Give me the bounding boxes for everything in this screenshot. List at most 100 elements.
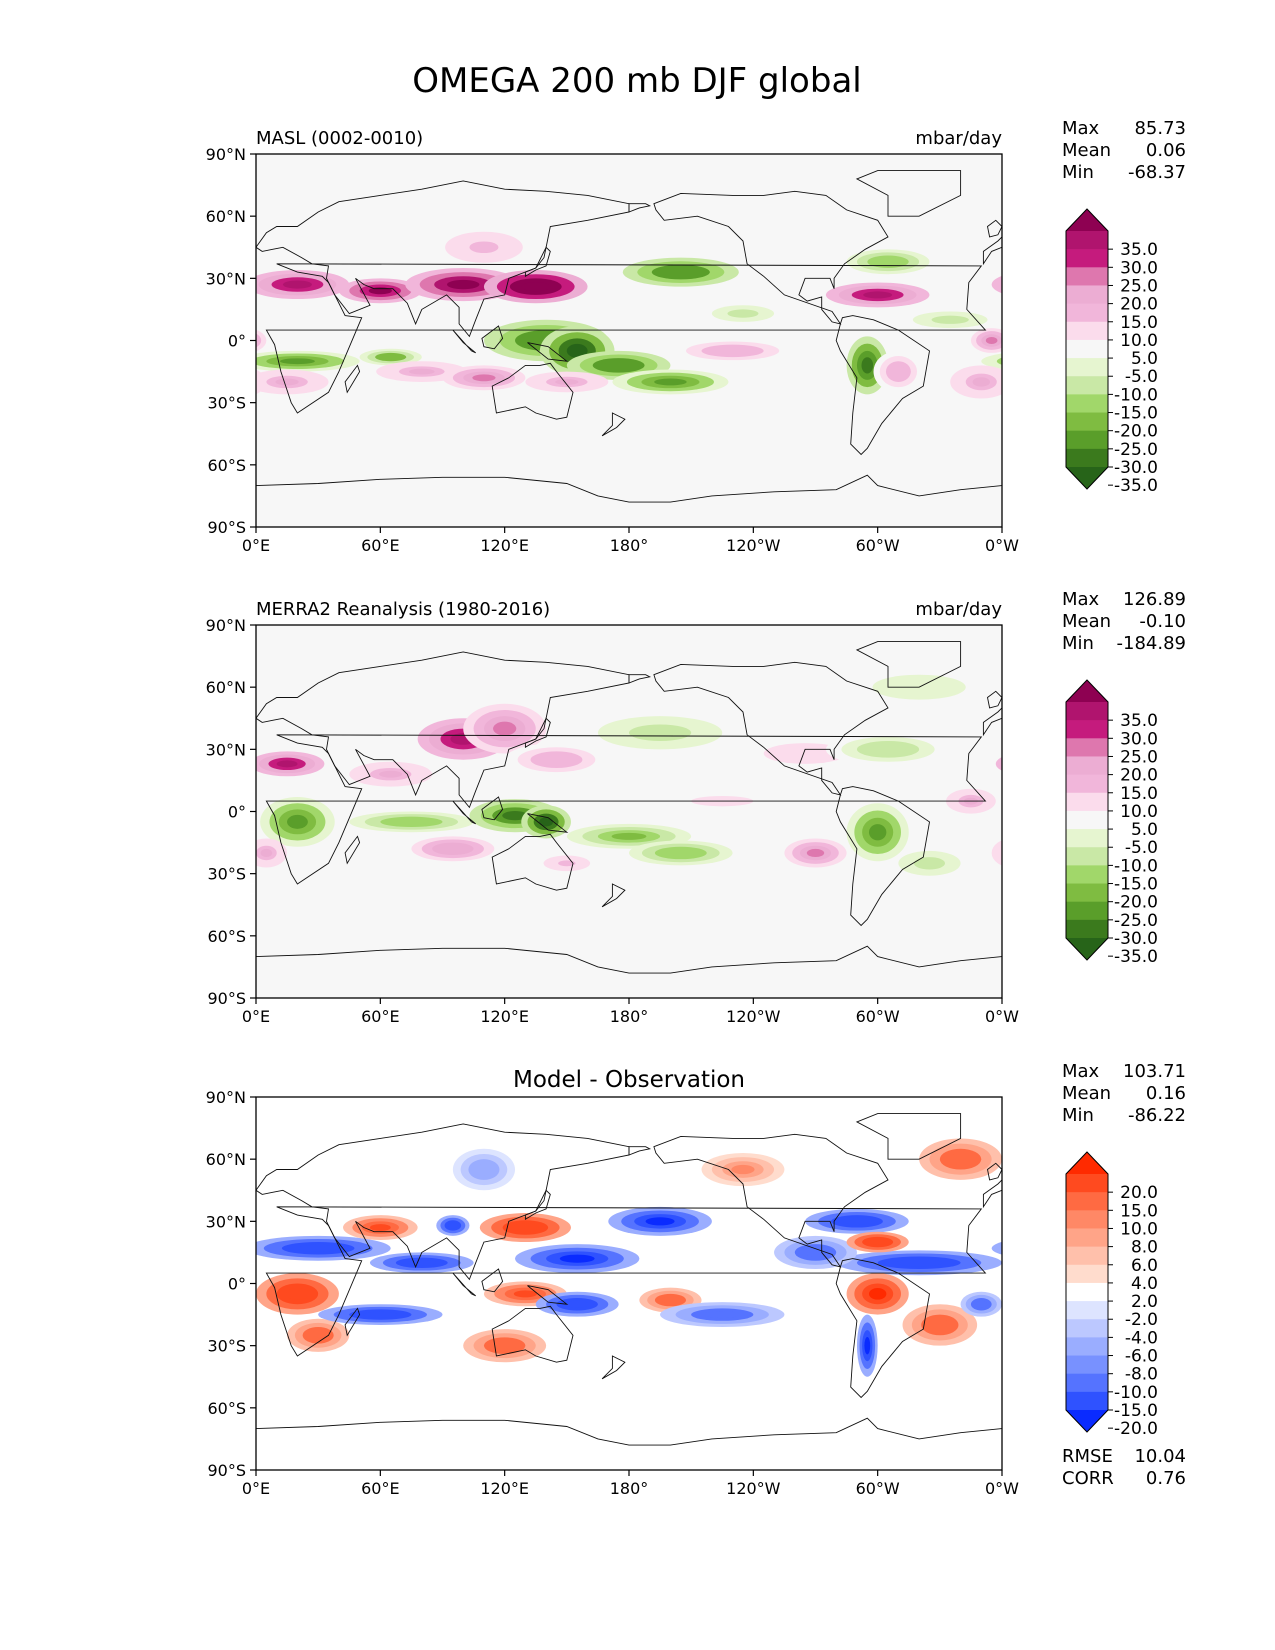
colorbar-extend-bottom [1066, 938, 1108, 960]
panel-units: mbar/day [915, 128, 1002, 149]
x-tick-label: 180° [610, 536, 649, 555]
y-tick-label: 30°N [206, 1212, 246, 1231]
field-blob [215, 1292, 256, 1317]
stat-label: Mean [1062, 611, 1111, 632]
x-tick-label: 0°E [242, 1007, 270, 1026]
y-tick-label: 30°N [206, 269, 246, 288]
colorbar-tick-label: -35.0 [1114, 476, 1158, 496]
colorbar-tick-label: -5.0 [1125, 838, 1158, 858]
y-tick-label: 60°N [206, 1150, 246, 1169]
field-blob [362, 1311, 398, 1318]
colorbar-tick-label: -10.0 [1114, 385, 1158, 405]
coastlines [256, 1113, 1002, 1446]
field-blob [394, 818, 429, 825]
coastline [987, 1162, 1002, 1181]
y-tick-label: 90°N [206, 1088, 246, 1107]
field-blob [512, 1223, 539, 1232]
field-layer [90, 1138, 1002, 1377]
field-blob [991, 275, 1002, 294]
colorbar-tick-label: 35.0 [1120, 711, 1158, 731]
colorbar-segment [1066, 774, 1108, 794]
colorbar-segment [1066, 1301, 1108, 1320]
field-blob [870, 744, 906, 754]
colorbar-segment [1066, 810, 1108, 830]
coastline [452, 800, 476, 825]
field-blob [704, 1311, 740, 1319]
colorbar-tick-label: -25.0 [1114, 440, 1158, 460]
colorbar-tick-label: -15.0 [1114, 875, 1158, 895]
colorbar-segment [1066, 1246, 1108, 1266]
coastline [835, 786, 930, 927]
stat-value: -68.37 [1128, 162, 1186, 183]
coastline [481, 796, 504, 821]
colorbar-segment [1066, 847, 1108, 866]
coastline [452, 1272, 476, 1297]
colorbar-segment [1066, 1282, 1108, 1302]
coastline [524, 717, 551, 749]
x-tick-label: 180° [610, 1007, 649, 1026]
colorbar-extend-bottom [1066, 1410, 1108, 1432]
field-blob [275, 378, 299, 386]
coastline [527, 1285, 569, 1305]
x-tick-label: 120°E [480, 1479, 529, 1498]
figure-title: OMEGA 200 mb DJF global [412, 61, 861, 101]
coastline [256, 180, 630, 338]
colorbar-segment [1066, 1264, 1108, 1284]
colorbar-segment [1066, 394, 1108, 414]
field-blob [664, 268, 698, 277]
colorbar-tick-label: -4.0 [1125, 1328, 1158, 1348]
field-blob [991, 1241, 1002, 1255]
colorbar-segment [1066, 1228, 1108, 1248]
colorbar-tick-label: -8.0 [1125, 1365, 1158, 1385]
colorbar-segment [1066, 376, 1108, 395]
colorbar-tick-label: 30.0 [1120, 258, 1158, 278]
colorbar-segment [1066, 321, 1108, 341]
colorbar: 35.030.025.020.015.010.05.0-5.0-10.0-15.… [1065, 208, 1158, 496]
colorbar-segment [1066, 412, 1108, 432]
field-blob [90, 1250, 256, 1275]
coastline [628, 674, 652, 684]
colorbar-tick-label: 15.0 [1120, 784, 1158, 804]
coastline [527, 342, 569, 362]
stat-value: 0.16 [1146, 1083, 1186, 1104]
coastline [835, 1258, 930, 1399]
field-blob [972, 377, 990, 387]
colorbar-segment [1066, 285, 1108, 305]
colorbar-tick-label: 6.0 [1131, 1256, 1158, 1276]
coastline [628, 203, 652, 213]
stat-label: Min [1062, 633, 1094, 654]
coastlines [256, 170, 1002, 503]
field-blob [863, 291, 893, 299]
field-blob [472, 374, 496, 382]
coastline [256, 651, 630, 809]
field-blob [996, 844, 1002, 862]
panel-diff: 0°E 60°E 120°E 180° 120°W 60°W 0°W 90°N 60°N 30°N… [90, 1061, 1186, 1498]
colorbar-segment [1066, 1192, 1108, 1211]
field-blob [661, 1296, 680, 1304]
y-tick-label: 90°S [207, 1461, 246, 1480]
colorbar-segment [1066, 1174, 1108, 1193]
x-tick-label: 60°E [361, 1007, 399, 1026]
coastline [481, 1268, 504, 1293]
colorbar-extend-bottom [1066, 467, 1108, 489]
field-blob [280, 358, 315, 365]
colorbar-segment [1066, 267, 1108, 286]
colorbar-tick-label: 35.0 [1120, 240, 1158, 260]
coastline [855, 641, 962, 688]
coastline [982, 236, 1002, 266]
coastline [987, 219, 1002, 238]
stat-label: Max [1062, 589, 1100, 610]
x-tick-label: 60°E [361, 536, 399, 555]
colorbar-segment [1066, 448, 1108, 468]
field-blob [379, 770, 403, 778]
coastline [265, 734, 987, 885]
y-tick-label: 90°S [207, 518, 246, 537]
field-blob [734, 311, 752, 316]
colorbar-segment [1066, 792, 1108, 812]
field-blob [876, 258, 900, 266]
coastline [982, 1179, 1002, 1209]
colorbar-tick-label: 25.0 [1120, 276, 1158, 296]
coastline [491, 833, 574, 891]
coastline [835, 315, 930, 456]
field-blob [555, 379, 579, 385]
